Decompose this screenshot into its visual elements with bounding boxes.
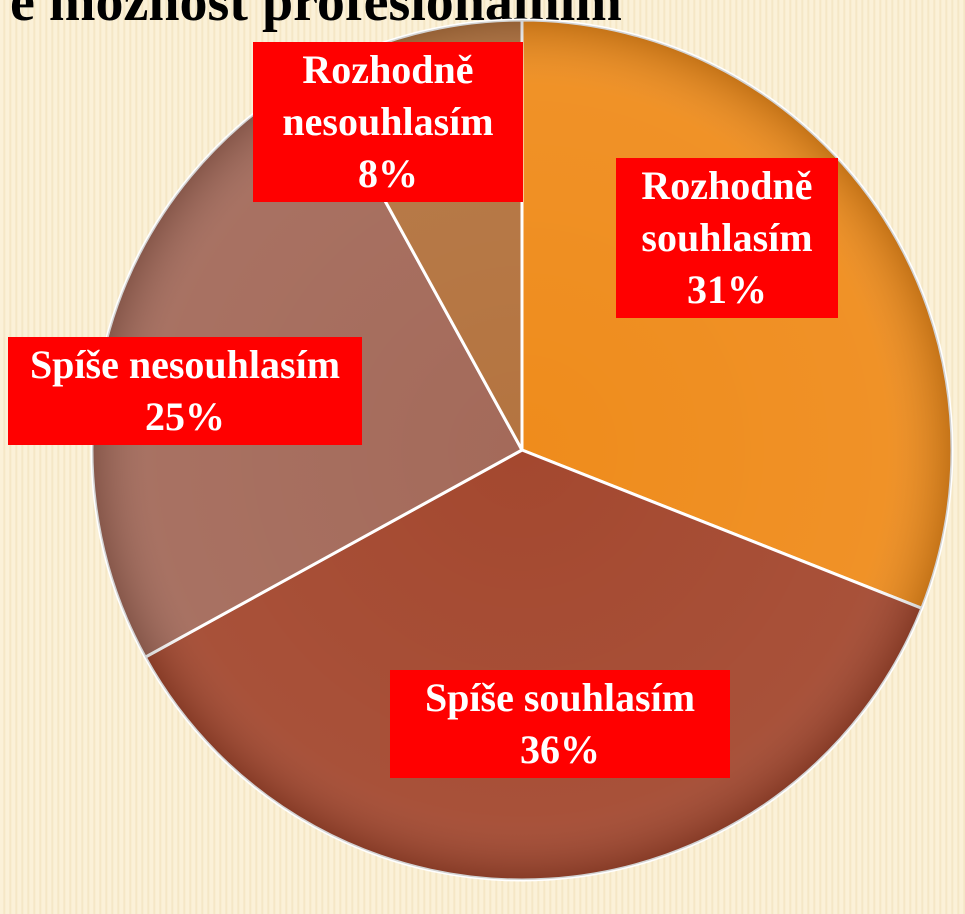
label-category: Spíše nesouhlasím [29,342,341,387]
data-label: Rozhodně souhlasím 31% [616,158,838,318]
label-value: 36% [520,727,600,772]
label-value: 31% [687,267,767,312]
data-label: Spíše souhlasím 36% [390,670,730,778]
label-category: Spíše souhlasím [424,675,696,720]
label-value: 25% [145,394,225,439]
label-category: Rozhodně souhlasím [641,163,813,260]
label-category: Rozhodně nesouhlasím [282,47,494,144]
data-label: Rozhodně nesouhlasím 8% [253,42,523,202]
data-label: Spíše nesouhlasím 25% [8,337,362,445]
label-value: 8% [358,151,418,196]
